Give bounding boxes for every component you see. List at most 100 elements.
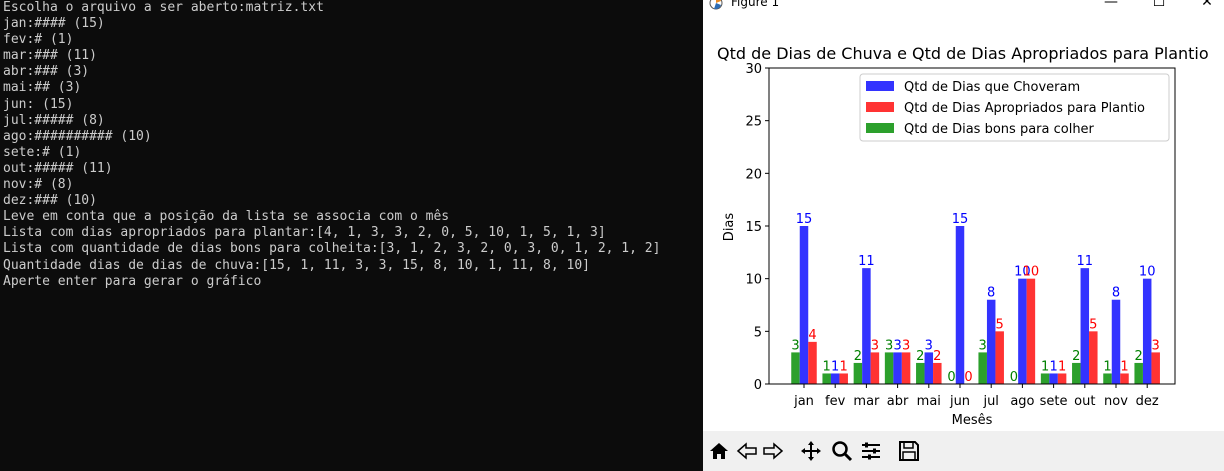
bar-value-label: 2	[854, 349, 862, 364]
terminal-line: Lista com dias apropriados para plantar:…	[3, 225, 606, 241]
terminal-line: fev:# (1)	[3, 32, 74, 48]
terminal-line: jun: (15)	[3, 96, 74, 112]
close-button[interactable]: ✕	[1201, 0, 1213, 10]
x-tick-label: out	[1074, 394, 1095, 409]
home-icon[interactable]	[707, 439, 731, 463]
x-tick-label: ago	[1010, 394, 1034, 409]
x-tick-label: jan	[793, 394, 814, 409]
terminal-line: abr:### (3)	[3, 64, 90, 80]
bar	[808, 341, 817, 384]
bar-value-label: 1	[1041, 359, 1049, 374]
x-tick-label: mar	[853, 394, 880, 409]
bar	[1026, 278, 1036, 384]
bar-value-label: 1	[1049, 359, 1057, 374]
terminal-line: Lista com quantidade de dias bons para c…	[3, 241, 661, 257]
bar	[791, 352, 800, 384]
y-tick-label: 5	[754, 325, 762, 340]
bar	[924, 352, 934, 384]
bar	[1120, 373, 1129, 384]
matplotlib-figure-window: Figure 1 — ☐ ✕ Qtd de Dias de Chuva e Qt…	[703, 0, 1224, 471]
bar	[1018, 278, 1027, 384]
bar-value-label: 0	[947, 370, 955, 385]
bar-value-label: 3	[925, 338, 933, 353]
terminal-window[interactable]: Escolha o arquivo a ser aberto:matriz.tx…	[0, 0, 703, 471]
bar	[978, 352, 987, 384]
y-tick-label: 30	[745, 62, 762, 77]
bar	[1142, 278, 1152, 384]
bar	[1057, 373, 1067, 384]
terminal-line: nov:# (8)	[3, 177, 74, 193]
bar-value-label: 10	[1139, 265, 1156, 280]
bar	[1049, 373, 1058, 384]
bar-value-label: 2	[933, 349, 941, 364]
save-floppy-icon[interactable]	[897, 439, 921, 463]
bar-value-label: 3	[902, 338, 910, 353]
bar	[1111, 299, 1121, 384]
bar	[853, 362, 863, 384]
terminal-line: out:##### (11)	[3, 160, 113, 176]
y-tick-label: 15	[745, 220, 762, 235]
bar-value-label: 8	[1112, 286, 1120, 301]
bar-value-label: 2	[916, 349, 924, 364]
y-axis-label: Dias	[722, 213, 737, 242]
terminal-line: Leve em conta que a posição da lista se …	[3, 209, 450, 225]
zoom-magnifier-icon[interactable]	[830, 439, 854, 463]
legend-label: Qtd de Dias Apropriados para Plantio	[904, 101, 1145, 116]
legend-swatch	[866, 81, 894, 91]
terminal-line: mai:## (3)	[3, 80, 82, 96]
bar-value-label: 1	[823, 359, 831, 374]
terminal-line: jan:#### (15)	[3, 16, 105, 32]
maximize-button[interactable]: ☐	[1152, 0, 1166, 10]
bar	[1040, 373, 1050, 384]
bar-value-label: 0	[1010, 370, 1018, 385]
bar-value-label: 3	[893, 338, 901, 353]
bar	[830, 373, 840, 384]
back-arrow-icon[interactable]	[735, 439, 759, 463]
x-axis-label: Mesês	[952, 413, 993, 428]
bar-value-label: 3	[979, 338, 987, 353]
bar-value-label: 1	[840, 359, 848, 374]
bar-chart: Qtd de Dias de Chuva e Qtd de Dias Aprop…	[717, 44, 1209, 428]
bar	[955, 226, 965, 384]
bar-value-label: 1	[1058, 359, 1066, 374]
bar-value-label: 3	[871, 338, 879, 353]
bar	[986, 299, 996, 384]
title-bar: Figure 1 — ☐ ✕	[703, 0, 1224, 14]
bar	[933, 362, 942, 384]
forward-arrow-icon[interactable]	[761, 439, 785, 463]
x-tick-label: dez	[1136, 394, 1159, 409]
bar	[870, 352, 880, 384]
bar-value-label: 5	[1089, 317, 1097, 332]
legend-swatch	[866, 123, 894, 133]
pan-move-icon[interactable]	[799, 439, 823, 463]
y-tick-label: 10	[745, 273, 762, 288]
bar-value-label: 15	[796, 212, 813, 227]
minimize-button[interactable]: —	[1104, 0, 1118, 10]
bar	[1103, 373, 1112, 384]
bar-value-label: 1	[1120, 359, 1128, 374]
x-tick-label: sete	[1040, 394, 1068, 409]
bar	[839, 373, 848, 384]
x-tick-label: jun	[949, 394, 970, 409]
bar	[1151, 352, 1160, 384]
configure-subplots-icon[interactable]	[859, 439, 883, 463]
terminal-line: Quantidade dias de dias de chuva:[15, 1,…	[3, 257, 590, 273]
y-tick-label: 25	[745, 115, 762, 130]
legend-label: Qtd de Dias bons para colher	[904, 122, 1095, 137]
x-tick-label: mai	[917, 394, 941, 409]
bar	[822, 373, 831, 384]
window-title: Figure 1	[731, 0, 780, 9]
terminal-line: mar:### (11)	[3, 48, 97, 64]
bar	[916, 362, 925, 384]
x-tick-label: nov	[1104, 394, 1128, 409]
terminal-line: Aperte enter para gerar o gráfico	[3, 273, 262, 289]
y-tick-label: 20	[745, 167, 762, 182]
bar	[901, 352, 911, 384]
bar	[862, 268, 871, 384]
bar-value-label: 5	[996, 317, 1004, 332]
bar	[1080, 268, 1090, 384]
legend-label: Qtd de Dias que Choveram	[904, 80, 1080, 95]
terminal-line: sete:# (1)	[3, 144, 82, 160]
navigation-toolbar	[703, 431, 1224, 471]
bar-value-label: 0	[964, 370, 972, 385]
